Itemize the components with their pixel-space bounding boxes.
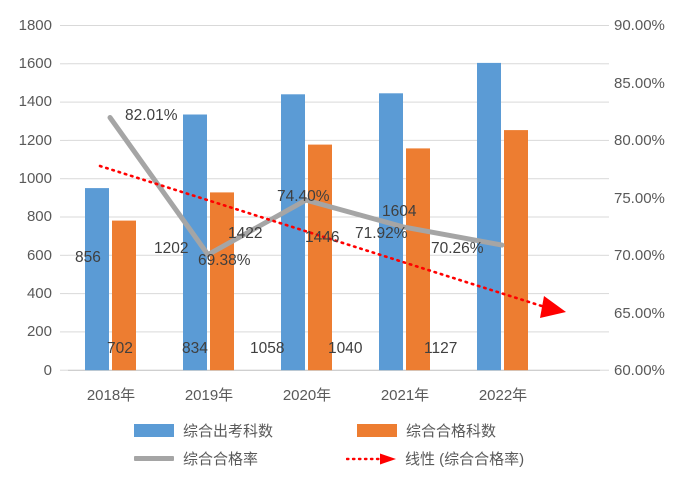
- bar-series-blue: [85, 62, 501, 371]
- legend-swatch-blue-bar-icon: [134, 423, 174, 437]
- legend-label-orange: 综合合格科数: [406, 422, 497, 440]
- y-axis-right-tick-75: 75.00%: [614, 190, 665, 207]
- y-axis-left-tick-800: 800: [26, 208, 52, 225]
- y-axis-left-tick-1800: 1800: [18, 17, 52, 34]
- data-label-rate-2021: 71.92%: [355, 225, 408, 242]
- left-axis-ticks: [60, 25, 68, 371]
- bar-orange-2020: [308, 144, 332, 371]
- x-axis-label-2021: 2021年: [380, 387, 430, 404]
- legend-item-blue[interactable]: 综合出考科数: [134, 420, 273, 441]
- bar-orange-2022: [504, 130, 528, 371]
- legend-swatch-orange-bar-icon: [357, 423, 397, 437]
- bar-blue-2020: [281, 94, 305, 371]
- legend-swatch-dotted-arrow-icon: [345, 452, 398, 465]
- y-axis-right-tick-65: 65.00%: [614, 305, 665, 322]
- x-axis-label-2020: 2020年: [282, 387, 332, 404]
- legend-label-trendline: 线性 (综合合格率): [405, 450, 525, 468]
- data-label-orange-2018: 702: [107, 340, 133, 357]
- bar-blue-2018: [85, 188, 109, 371]
- y-axis-left-tick-1200: 1200: [18, 132, 52, 149]
- legend-item-orange[interactable]: 综合合格科数: [357, 420, 496, 441]
- data-label-rate-2022: 70.26%: [431, 240, 484, 257]
- chart-legend: 综合出考科数 综合合格科数 综合合格率 线性 (综合合格率): [0, 423, 684, 495]
- bar-blue-2022: [477, 62, 501, 371]
- legend-item-rate-line[interactable]: 综合合格率: [134, 448, 258, 469]
- y-axis-left-tick-1400: 1400: [18, 93, 52, 110]
- x-axis-label-2022: 2022年: [478, 387, 528, 404]
- legend-label-blue: 综合出考科数: [183, 422, 274, 440]
- y-axis-right-tick-90: 90.00%: [614, 17, 665, 34]
- bar-blue-2021: [379, 93, 403, 371]
- data-label-orange-2021: 1040: [328, 340, 363, 357]
- y-axis-left-tick-400: 400: [26, 285, 52, 302]
- data-label-rate-2018: 82.01%: [125, 107, 178, 124]
- bar-blue-2019: [183, 114, 207, 371]
- y-axis-right-tick-80: 80.00%: [614, 132, 665, 149]
- x-axis-label-2019: 2019年: [184, 387, 234, 404]
- data-label-rate-2020: 74.40%: [277, 188, 330, 205]
- bar-orange-2021: [406, 148, 430, 371]
- x-axis-label-2018: 2018年: [86, 387, 136, 404]
- y-axis-left-tick-1600: 1600: [18, 55, 52, 72]
- y-axis-left-tick-600: 600: [26, 247, 52, 264]
- data-label-blue-2018: 856: [75, 249, 101, 266]
- y-axis-left-tick-0: 0: [43, 362, 52, 379]
- legend-swatch-gray-line-icon: [134, 455, 174, 461]
- right-axis-ticks: [600, 25, 609, 371]
- data-label-orange-2020: 1058: [250, 340, 285, 357]
- y-axis-right-tick-70: 70.00%: [614, 247, 665, 264]
- data-label-blue-2019: 1202: [154, 240, 189, 257]
- data-label-orange-2019: 834: [182, 340, 208, 357]
- legend-label-rate-line: 综合合格率: [183, 450, 259, 468]
- data-label-blue-2022: 1604: [382, 203, 417, 220]
- linear-trendline: [98, 164, 566, 318]
- rate-line: [107, 115, 505, 258]
- bar-orange-2018: [112, 220, 136, 371]
- y-axis-left-tick-1000: 1000: [18, 170, 52, 187]
- y-axis-right-tick-60: 60.00%: [614, 362, 665, 379]
- data-label-rate-2019: 69.38%: [198, 252, 251, 269]
- bar-series-orange: [112, 130, 528, 371]
- data-label-orange-2022: 1127: [424, 340, 458, 357]
- y-axis-left-tick-200: 200: [26, 323, 52, 340]
- y-axis-right-tick-85: 85.00%: [614, 75, 665, 92]
- data-label-blue-2021: 1446: [305, 229, 340, 246]
- data-label-blue-2020: 1422: [228, 225, 263, 242]
- legend-item-trendline[interactable]: 线性 (综合合格率): [345, 448, 525, 469]
- bar-orange-2019: [210, 192, 234, 371]
